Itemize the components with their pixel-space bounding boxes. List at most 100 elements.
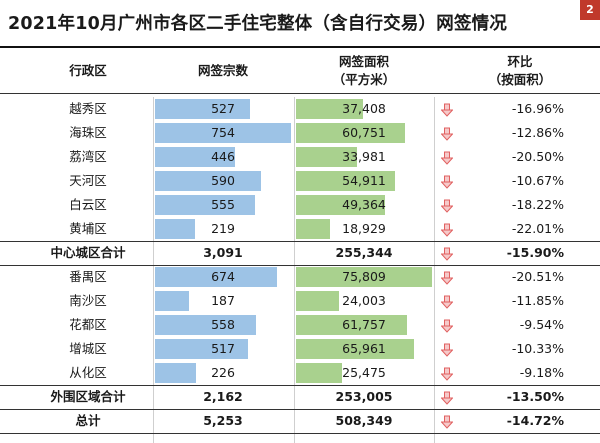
count-value: 527 [211,101,235,116]
area-bar [296,147,357,167]
mom-value: -9.54% [519,317,564,332]
count-value: 517 [211,341,235,356]
area-value: 75,809 [342,269,386,284]
table-row: 番禺区 674 75,809 -20.51% [0,265,600,289]
subtotal-row: 外围区域合计 2,162 253,005 -13.50% [0,385,600,409]
mom-value: -11.85% [511,293,564,308]
area-value: 255,344 [335,245,393,260]
column-divider [434,97,435,443]
subtotal-rule [0,241,600,242]
page-title: 2021年10月广州市各区二手住宅整体（含自行交易）网签情况 [8,14,508,34]
table-row: 南沙区 187 24,003 -11.85% [0,289,600,313]
subtotal-row: 总计 5,253 508,349 -14.72% [0,409,600,433]
area-bar [296,315,407,335]
down-arrow-icon [432,169,462,193]
mom-value: -14.72% [506,413,564,428]
count-bar [155,171,262,191]
mom-value: -9.18% [519,365,564,380]
count-bar [155,267,277,287]
header-mom-line2: （按面积） [488,72,552,87]
header-bottom-rule [0,93,600,94]
count-value: 674 [211,269,235,284]
mom-value: -16.96% [511,101,564,116]
district-name: 花都区 [69,317,107,332]
area-bar [296,195,385,215]
district-name: 从化区 [69,365,107,380]
subtotal-rule [0,433,600,434]
count-value: 3,091 [203,245,243,260]
down-arrow-icon [432,289,462,313]
header-area-line1: 网签面积 [338,54,389,69]
district-name: 越秀区 [69,101,107,116]
header-mom-line1: 环比 [507,54,533,69]
area-value: 61,757 [342,317,386,332]
area-value: 54,911 [342,173,386,188]
count-bar [155,195,256,215]
count-value: 219 [211,221,235,236]
count-bar [155,363,196,383]
down-arrow-icon [432,97,462,121]
count-value: 2,162 [203,389,243,404]
district-name: 海珠区 [69,125,107,140]
subtotal-rule [0,409,600,410]
count-value: 5,253 [203,413,243,428]
table-row: 越秀区 527 37,408 -16.96% [0,97,600,121]
district-name: 白云区 [69,197,107,212]
count-value: 226 [211,365,235,380]
table-row: 天河区 590 54,911 -10.67% [0,169,600,193]
area-value: 253,005 [335,389,393,404]
down-arrow-icon [432,313,462,337]
header-count: 网签宗数 [197,63,248,78]
mom-value: -13.50% [506,389,564,404]
subtotal-rule [0,385,600,386]
table-row: 海珠区 754 60,751 -12.86% [0,121,600,145]
district-name: 外围区域合计 [50,389,126,404]
count-value: 754 [211,125,235,140]
mom-value: -20.50% [511,149,564,164]
area-value: 65,961 [342,341,386,356]
district-name: 南沙区 [69,293,107,308]
area-bar [296,267,432,287]
mom-value: -22.01% [511,221,564,236]
area-value: 18,929 [342,221,386,236]
count-bar [155,339,249,359]
area-value: 508,349 [335,413,393,428]
mom-value: -10.67% [511,173,564,188]
down-arrow-icon [432,337,462,361]
area-bar [296,363,342,383]
down-arrow-icon [432,409,462,433]
table-row: 白云区 555 49,364 -18.22% [0,193,600,217]
subtotal-row: 中心城区合计 3,091 255,344 -15.90% [0,241,600,265]
district-name: 天河区 [69,173,107,188]
down-arrow-icon [432,193,462,217]
subtotal-rule [0,265,600,266]
area-bar [296,123,405,143]
area-bar [296,219,330,239]
count-value: 558 [211,317,235,332]
column-divider [294,97,295,443]
count-bar [155,147,236,167]
table-row: 荔湾区 446 33,981 -20.50% [0,145,600,169]
count-bar [155,123,291,143]
district-name: 荔湾区 [69,149,107,164]
count-bar [155,315,256,335]
district-name: 中心城区合计 [50,245,126,260]
area-bar [296,291,340,311]
header-top-rule [0,46,600,48]
down-arrow-icon [432,241,462,265]
header-area-line2: （平方米） [332,72,396,87]
mom-value: -12.86% [511,125,564,140]
area-value: 33,981 [342,149,386,164]
down-arrow-icon [432,265,462,289]
count-value: 555 [211,197,235,212]
area-bar [296,99,364,119]
count-value: 590 [211,173,235,188]
down-arrow-icon [432,217,462,241]
district-name: 番禺区 [69,269,107,284]
count-bar [155,291,189,311]
down-arrow-icon [432,361,462,385]
mom-value: -20.51% [511,269,564,284]
header-district: 行政区 [69,63,107,78]
district-name: 黄埔区 [69,221,107,236]
count-bar [155,219,195,239]
